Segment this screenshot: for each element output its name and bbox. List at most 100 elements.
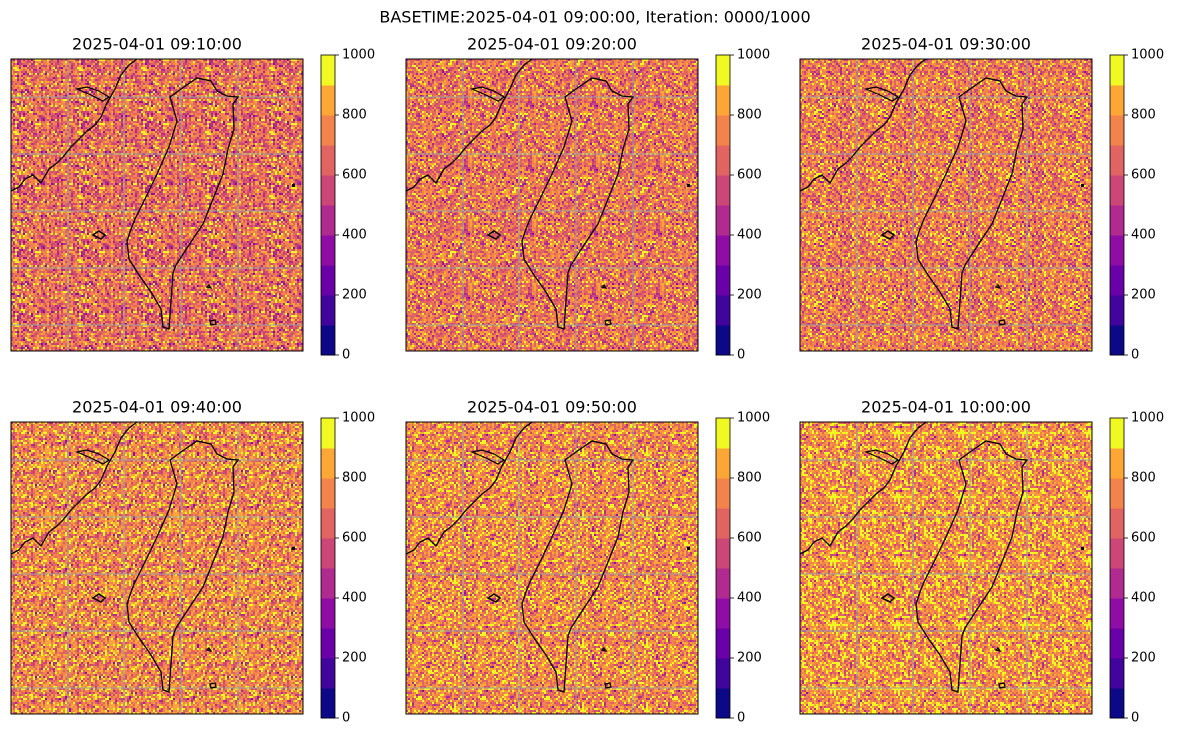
colorbar-band (716, 205, 730, 236)
data-field (11, 422, 303, 714)
map-panel: 2025-04-01 09:20:00 0 200 400 600 800 1000 (405, 35, 770, 363)
colorbar-band (321, 115, 335, 146)
colorbar-tick-label: 1000 (1131, 411, 1164, 426)
colorbar-tick-label: 1000 (342, 411, 375, 426)
colorbar-tick-label: 0 (1131, 348, 1139, 363)
colorbar-band (716, 568, 730, 599)
map-frame (405, 58, 699, 352)
colorbar-band (716, 85, 730, 116)
colorbar-tick-label: 600 (342, 531, 367, 546)
colorbar-tick-label: 1000 (737, 48, 770, 63)
colorbar-frame (320, 417, 336, 719)
colorbar-tick-label: 200 (737, 288, 762, 303)
colorbar-band (321, 265, 335, 296)
colorbar-tick-label: 600 (1131, 168, 1156, 183)
colorbar-tick-label: 1000 (1131, 48, 1164, 63)
panel-title: 2025-04-01 09:10:00 (72, 35, 242, 54)
colorbar-band (716, 145, 730, 176)
colorbar-tick-label: 0 (342, 348, 350, 363)
colorbar-band (321, 658, 335, 689)
colorbar-band (1110, 235, 1124, 266)
data-field (11, 59, 303, 351)
colorbar-band (321, 568, 335, 599)
colorbar-band (321, 205, 335, 236)
panel-title: 2025-04-01 10:00:00 (861, 398, 1031, 417)
colorbar-band (716, 418, 730, 449)
colorbar-band (1110, 55, 1124, 86)
colorbar-band (716, 265, 730, 296)
colorbar-band (716, 175, 730, 206)
colorbar-tick-label: 800 (342, 108, 367, 123)
colorbar-band (1110, 688, 1124, 719)
map-panel: 2025-04-01 09:40:00 0 200 400 600 800 1000 (10, 398, 375, 726)
colorbar-tick-label: 600 (1131, 531, 1156, 546)
colorbar-band (1110, 508, 1124, 539)
colorbar-band (1110, 295, 1124, 326)
colorbar-band (1110, 658, 1124, 689)
colorbar-tick-label: 200 (342, 288, 367, 303)
map-frame (799, 421, 1093, 715)
data-field (800, 59, 1092, 351)
colorbar-band (716, 598, 730, 629)
colorbar-tick-label: 800 (737, 471, 762, 486)
colorbar-tick-label: 0 (737, 348, 745, 363)
colorbar-band (321, 538, 335, 569)
colorbar-tick-label: 1000 (737, 411, 770, 426)
colorbar-band (716, 448, 730, 479)
colorbar-band (321, 325, 335, 356)
panel-title: 2025-04-01 09:50:00 (467, 398, 637, 417)
colorbar-band (321, 418, 335, 449)
colorbar-band (716, 508, 730, 539)
colorbar-band (716, 658, 730, 689)
colorbar-frame (1109, 417, 1125, 719)
colorbar-band (1110, 478, 1124, 509)
colorbar-tick-label: 0 (737, 711, 745, 726)
colorbar-band (1110, 448, 1124, 479)
colorbar-tick-label: 400 (342, 591, 367, 606)
map-panel: 2025-04-01 09:10:00 0 200 400 600 800 1000 (10, 35, 375, 363)
colorbar-tick-label: 200 (342, 651, 367, 666)
colorbar-band (716, 628, 730, 659)
colorbar-band (1110, 145, 1124, 176)
colorbar-tick-label: 400 (737, 591, 762, 606)
colorbar-frame (715, 54, 731, 356)
map-frame (10, 58, 304, 352)
colorbar-tick-label: 800 (737, 108, 762, 123)
colorbar-band (716, 55, 730, 86)
panel-title: 2025-04-01 09:30:00 (861, 35, 1031, 54)
colorbar-band (321, 145, 335, 176)
colorbar-band (1110, 175, 1124, 206)
map-panel: 2025-04-01 09:30:00 0 200 400 600 800 1000 (799, 35, 1164, 363)
colorbar-band (321, 688, 335, 719)
panel-title: 2025-04-01 09:40:00 (72, 398, 242, 417)
colorbar-band (716, 478, 730, 509)
colorbar-band (321, 235, 335, 266)
colorbar-band (1110, 418, 1124, 449)
colorbar-tick-label: 400 (737, 228, 762, 243)
colorbar-band (321, 628, 335, 659)
figure-title: BASETIME:2025-04-01 09:00:00, Iteration:… (379, 8, 810, 27)
colorbar-tick-label: 1000 (342, 48, 375, 63)
colorbar-band (716, 688, 730, 719)
colorbar-band (716, 115, 730, 146)
colorbar-tick-label: 800 (1131, 471, 1156, 486)
colorbar-tick-label: 600 (737, 168, 762, 183)
panel-title: 2025-04-01 09:20:00 (467, 35, 637, 54)
map-frame (799, 58, 1093, 352)
map-frame (10, 421, 304, 715)
colorbar-band (321, 175, 335, 206)
colorbar-band (321, 508, 335, 539)
map-panel: 2025-04-01 10:00:00 0 200 400 600 800 1000 (799, 398, 1164, 726)
data-field (800, 422, 1092, 714)
colorbar-band (1110, 205, 1124, 236)
colorbar-tick-label: 0 (1131, 711, 1139, 726)
colorbar-band (321, 448, 335, 479)
colorbar-frame (715, 417, 731, 719)
colorbar-band (1110, 538, 1124, 569)
map-panel: 2025-04-01 09:50:00 0 200 400 600 800 1000 (405, 398, 770, 726)
colorbar-band (321, 478, 335, 509)
data-field (406, 422, 698, 714)
colorbar-tick-label: 200 (737, 651, 762, 666)
colorbar-tick-label: 800 (342, 471, 367, 486)
